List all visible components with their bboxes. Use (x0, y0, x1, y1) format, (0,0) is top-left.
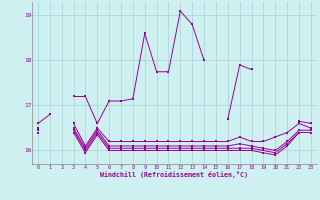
X-axis label: Windchill (Refroidissement éolien,°C): Windchill (Refroidissement éolien,°C) (100, 171, 248, 178)
